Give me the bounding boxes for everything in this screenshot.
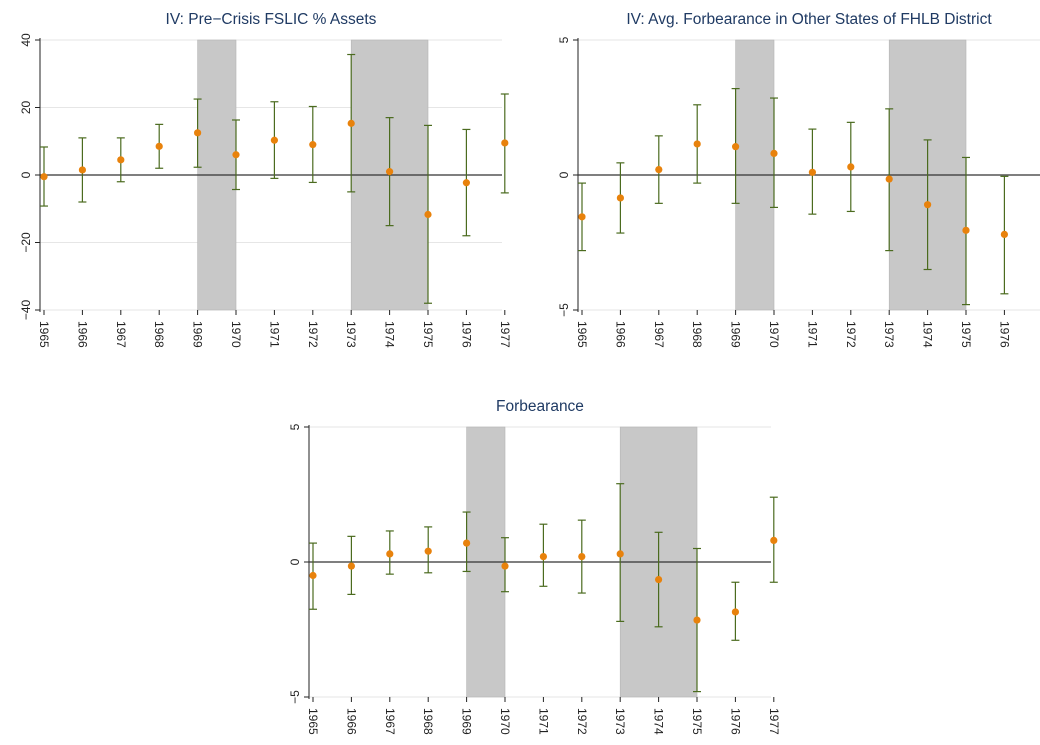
data-point xyxy=(463,539,471,547)
x-tick-label: 1965 xyxy=(575,321,589,348)
x-tick-label: 1976 xyxy=(459,321,473,348)
data-point xyxy=(578,553,586,561)
y-tick-label: −40 xyxy=(19,299,33,320)
data-point xyxy=(770,149,778,157)
data-point xyxy=(1000,230,1009,238)
data-point xyxy=(693,616,701,624)
data-point xyxy=(655,575,663,584)
chart-title: IV: Avg. Forbearance in Other States of … xyxy=(626,11,992,28)
chart-title: Forbearance xyxy=(496,398,584,415)
chart-title: IV: Pre−Crisis FSLIC % Assets xyxy=(166,11,377,28)
data-point xyxy=(501,139,509,147)
data-point xyxy=(962,226,970,234)
data-point xyxy=(655,166,663,174)
data-point xyxy=(808,168,817,176)
x-tick-label: 1968 xyxy=(690,321,704,348)
y-tick-label: −20 xyxy=(19,232,33,253)
data-point xyxy=(847,163,855,171)
x-tick-label: 1969 xyxy=(729,321,743,348)
data-point xyxy=(424,210,432,219)
data-point xyxy=(462,179,470,187)
x-tick-label: 1966 xyxy=(613,321,627,348)
x-tick-label: 1974 xyxy=(383,321,397,348)
y-tick-label: 5 xyxy=(557,36,571,43)
x-tick-label: 1973 xyxy=(344,321,358,348)
data-point xyxy=(155,142,163,150)
x-tick-label: 1965 xyxy=(306,708,320,735)
x-tick-label: 1972 xyxy=(306,321,320,348)
data-point xyxy=(501,562,509,570)
x-tick-label: 1970 xyxy=(229,321,243,348)
data-point xyxy=(924,201,932,209)
data-point xyxy=(386,168,394,176)
y-tick-label: 20 xyxy=(19,101,33,115)
data-point xyxy=(78,166,86,174)
x-tick-label: 1968 xyxy=(152,321,166,348)
x-tick-label: 1968 xyxy=(421,708,435,735)
x-tick-label: 1975 xyxy=(959,321,973,348)
x-tick-label: 1966 xyxy=(344,708,358,735)
x-tick-label: 1967 xyxy=(652,321,666,348)
data-point xyxy=(732,143,740,151)
x-tick-label: 1973 xyxy=(882,321,896,348)
x-tick-label: 1971 xyxy=(536,708,550,735)
data-point xyxy=(616,550,624,558)
data-point xyxy=(731,608,740,616)
data-point xyxy=(578,213,586,221)
data-point xyxy=(309,571,317,580)
x-tick-label: 1972 xyxy=(575,708,589,735)
y-tick-label: −5 xyxy=(557,303,571,317)
data-point xyxy=(770,536,778,545)
data-point xyxy=(347,119,355,127)
x-tick-label: 1974 xyxy=(652,708,666,735)
x-tick-label: 1977 xyxy=(767,708,781,735)
data-point xyxy=(194,129,202,137)
data-point xyxy=(539,553,548,561)
data-point xyxy=(117,156,125,164)
x-tick-label: 1971 xyxy=(267,321,281,348)
x-tick-label: 1967 xyxy=(114,321,128,348)
data-point xyxy=(424,547,432,555)
x-tick-label: 1976 xyxy=(728,708,742,735)
data-point xyxy=(40,173,48,181)
data-point xyxy=(347,562,355,570)
data-point xyxy=(616,194,625,202)
x-tick-label: 1967 xyxy=(383,708,397,735)
y-tick-label: 40 xyxy=(19,33,33,47)
data-point xyxy=(693,140,701,148)
x-tick-label: 1969 xyxy=(460,708,474,735)
chart-panel-3: Forbearance −5 0 5 1965 1966 1967 1968 1969 1970 1… xyxy=(288,398,781,735)
chart-panel-2: IV: Avg. Forbearance in Other States of … xyxy=(557,11,1040,348)
x-tick-label: 1965 xyxy=(37,321,51,348)
x-tick-label: 1966 xyxy=(75,321,89,348)
y-tick-label: 0 xyxy=(557,171,571,178)
chart-panel-1: IV: Pre−Crisis FSLIC % Assets −40 −20 0 20 40… xyxy=(19,11,512,348)
x-tick-label: 1975 xyxy=(690,708,704,735)
x-tick-label: 1975 xyxy=(421,321,435,348)
data-point xyxy=(885,175,893,183)
x-tick-label: 1977 xyxy=(498,321,512,348)
y-tick-label: 0 xyxy=(288,558,302,565)
y-tick-label: 0 xyxy=(19,171,33,178)
x-tick-label: 1972 xyxy=(844,321,858,348)
x-tick-label: 1973 xyxy=(613,708,627,735)
y-tick-label: 5 xyxy=(288,423,302,430)
x-tick-label: 1970 xyxy=(767,321,781,348)
data-point xyxy=(386,550,394,558)
x-tick-label: 1971 xyxy=(805,321,819,348)
data-point xyxy=(270,136,278,144)
x-tick-label: 1976 xyxy=(997,321,1011,348)
x-tick-label: 1974 xyxy=(921,321,935,348)
data-point xyxy=(309,141,317,149)
y-tick-label: −5 xyxy=(288,690,302,704)
data-point xyxy=(232,151,240,159)
x-tick-label: 1970 xyxy=(498,708,512,735)
x-tick-label: 1969 xyxy=(191,321,205,348)
